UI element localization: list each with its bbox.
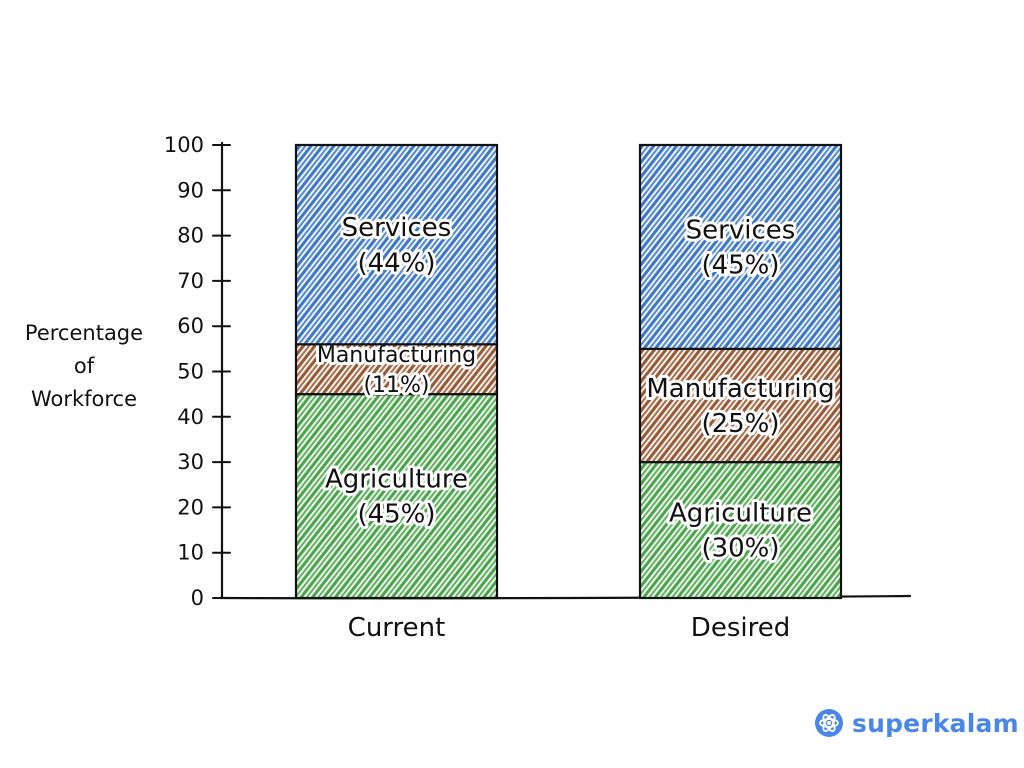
y-tick-label: 90 xyxy=(177,178,204,202)
x-tick-label-current: Current xyxy=(348,613,446,643)
segment-label-agriculture: Agriculture (45%) xyxy=(325,465,468,530)
bar-segment-manufacturing xyxy=(638,347,843,464)
brand-name: superkalam xyxy=(852,708,1019,738)
bar-segment-agriculture xyxy=(638,461,843,600)
bar-stack-current: Agriculture (45%)Manufacturing (11%)Servic… xyxy=(294,143,499,600)
y-tick-label: 30 xyxy=(177,450,204,474)
segment-label-services: Services (45%) xyxy=(686,215,796,280)
y-tick-label: 100 xyxy=(164,133,204,157)
brand-logo: superkalam xyxy=(814,708,1019,738)
y-tick-label: 50 xyxy=(177,360,204,384)
y-tick-label: 40 xyxy=(177,405,204,429)
y-tick-label: 70 xyxy=(177,269,204,293)
y-tick-label: 60 xyxy=(177,314,204,338)
bar-segment-agriculture xyxy=(294,393,499,600)
segment-label-agriculture: Agriculture (30%) xyxy=(669,499,812,564)
bars: Agriculture (45%)Manufacturing (11%)Servic… xyxy=(294,143,843,600)
x-tick-label-desired: Desired xyxy=(691,613,790,643)
bar-stack-desired: Agriculture (30%) Manufacturing (25%) Servic… xyxy=(638,143,843,600)
brain-icon xyxy=(815,709,843,737)
bar-segment-manufacturing xyxy=(294,343,499,396)
y-axis-label-text: Percentage of Workforce xyxy=(25,321,143,411)
y-tick-label: 80 xyxy=(177,224,204,248)
y-tick-label: 10 xyxy=(177,541,204,565)
y-axis-label: Percentage of Workforce xyxy=(25,321,143,411)
y-tick-label: 0 xyxy=(191,586,204,610)
x-tick-labels: Current Desired xyxy=(348,613,791,643)
bar-segment-services xyxy=(638,143,843,350)
segment-label-manufacturing: Manufacturing (25%) xyxy=(646,374,834,439)
y-tick-label: 20 xyxy=(177,495,204,519)
segment-label-services: Services (44%) xyxy=(342,213,452,278)
bar-segment-services xyxy=(294,143,499,346)
